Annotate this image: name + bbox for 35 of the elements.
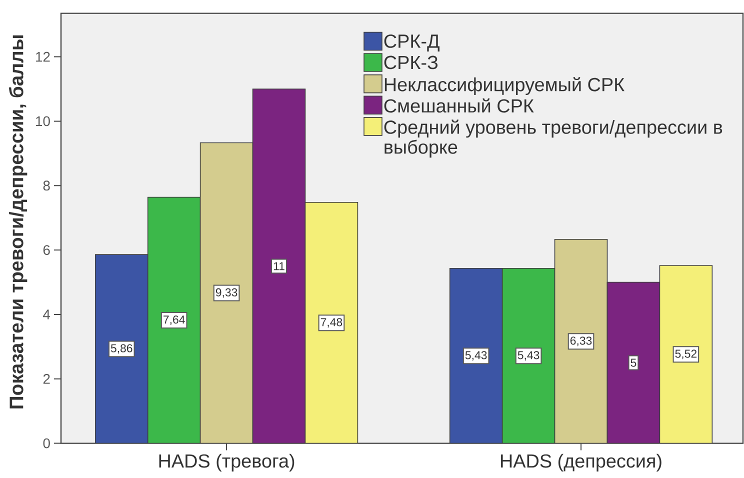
bar xyxy=(200,142,254,444)
bar xyxy=(502,268,556,444)
y-tick-label: 10 xyxy=(36,116,50,126)
y-tick-label: 8 xyxy=(43,180,50,191)
data-label: 5,52 xyxy=(675,350,697,360)
bar xyxy=(94,254,148,444)
legend-label: СРК-З xyxy=(384,56,438,70)
data-label: 5,86 xyxy=(110,344,132,354)
y-tick-label: 0 xyxy=(43,438,50,448)
legend-label: СРК-Д xyxy=(384,34,440,52)
data-label: 6,33 xyxy=(570,336,592,346)
bar xyxy=(554,239,608,444)
y-tick-label: 2 xyxy=(43,374,50,384)
y-tick-label: 6 xyxy=(43,245,50,255)
data-label: 5,43 xyxy=(465,351,487,361)
y-axis-title: Показатели тревоги/депрессии, баллы xyxy=(8,35,28,408)
bar xyxy=(304,202,358,444)
data-label: 11 xyxy=(274,262,284,270)
bar xyxy=(449,268,503,444)
bar xyxy=(147,196,201,444)
data-label: 5 xyxy=(630,358,636,367)
legend-label: Средний уровень тревоги/депрессии в выборке xyxy=(384,120,722,158)
y-tick-label: 12 xyxy=(36,52,50,62)
legend-label: Смешанный СРК xyxy=(384,98,534,113)
bar xyxy=(252,88,306,444)
bar xyxy=(606,282,660,444)
x-tick-label: HADS (депрессия) xyxy=(501,454,662,472)
bar xyxy=(659,265,713,444)
y-tick-label: 4 xyxy=(43,310,50,320)
data-label: 5,43 xyxy=(518,351,540,361)
data-label: 9,33 xyxy=(216,288,238,298)
data-label: 7,64 xyxy=(164,316,185,325)
legend-label: Неклассифицируемый СРК xyxy=(384,77,624,96)
x-tick-label: HADS (тревога) xyxy=(159,454,294,472)
data-label: 7,48 xyxy=(320,318,342,328)
